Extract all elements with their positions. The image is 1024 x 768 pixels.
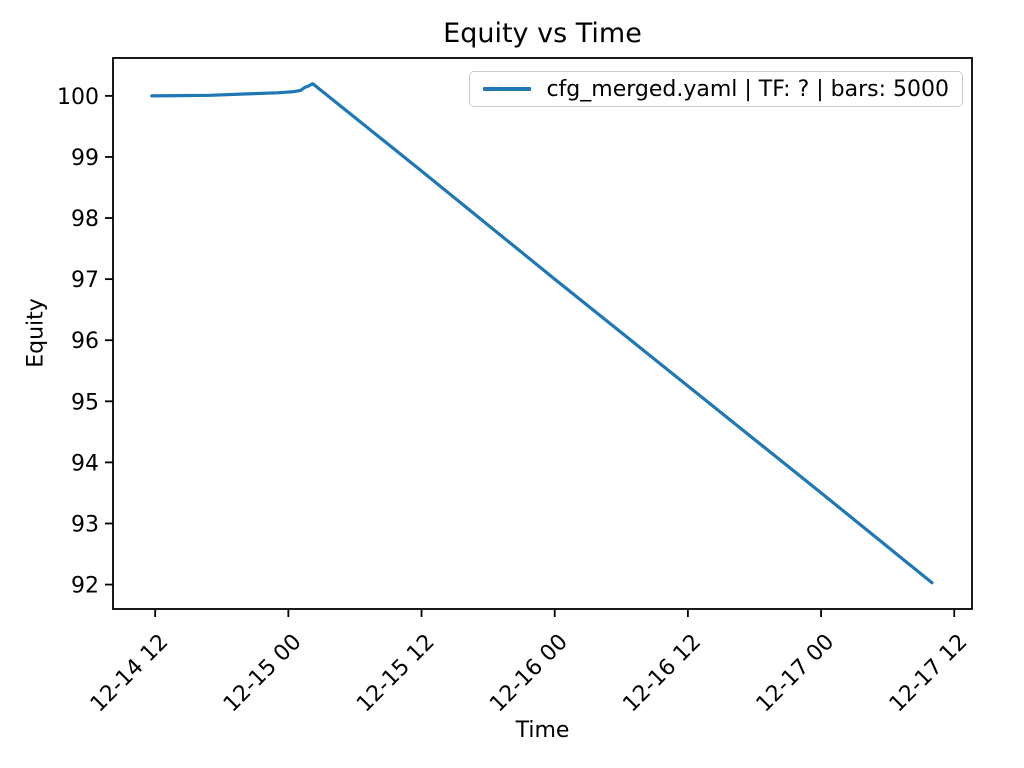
- legend-line-swatch: [483, 87, 532, 91]
- y-tick-label: 100: [57, 85, 99, 110]
- axes-frame: [112, 57, 973, 610]
- legend: cfg_merged.yaml | TF: ? | bars: 5000: [469, 71, 963, 107]
- x-tick-label: 12-17 00: [752, 630, 840, 718]
- legend-label: cfg_merged.yaml | TF: ? | bars: 5000: [546, 76, 949, 102]
- y-tick-label: 97: [71, 268, 99, 293]
- y-tick-label: 95: [71, 390, 99, 415]
- chart-title: Equity vs Time: [443, 18, 642, 49]
- y-tick-label: 93: [71, 512, 99, 537]
- x-tick-label: 12-17 12: [885, 630, 973, 718]
- x-tick-label: 12-14 12: [86, 630, 174, 718]
- equity-line: [150, 82, 934, 585]
- x-tick-label: 12-16 12: [619, 630, 707, 718]
- y-tick-label: 96: [71, 329, 99, 354]
- y-tick-label: 99: [71, 146, 99, 171]
- x-tick-label: 12-15 00: [219, 630, 307, 718]
- y-tick-label: 92: [71, 574, 99, 599]
- x-tick-label: 12-15 12: [352, 630, 440, 718]
- x-axis-label: Time: [515, 718, 570, 743]
- y-tick-label: 98: [71, 207, 99, 232]
- y-tick-label: 94: [71, 451, 99, 476]
- x-tick-label: 12-16 00: [485, 630, 573, 718]
